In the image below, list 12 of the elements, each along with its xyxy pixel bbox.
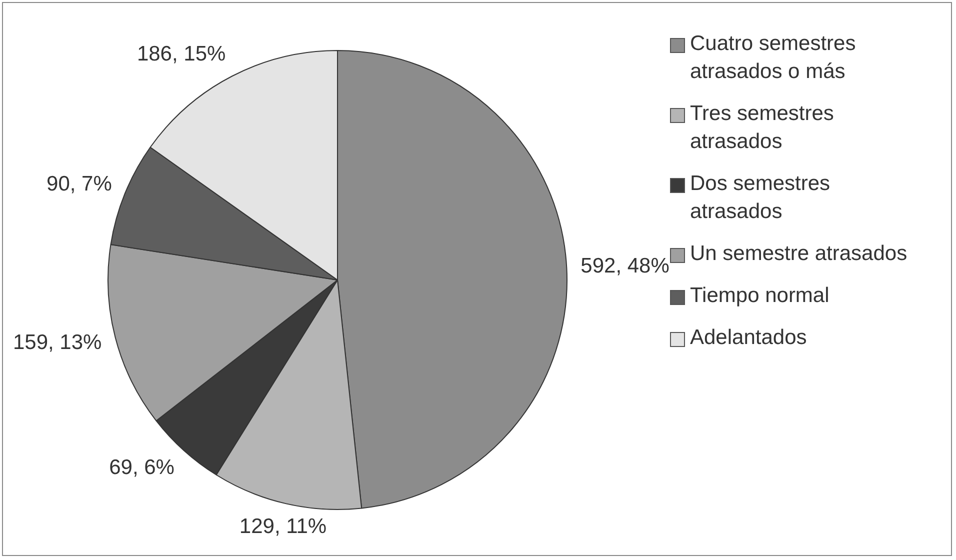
data-label: 129, 11% [239, 514, 327, 538]
data-label: 69, 6% [109, 456, 174, 480]
legend-label: Cuatro semestres atrasados o más [690, 31, 857, 85]
legend-label: Un semestre atrasados [690, 241, 908, 267]
legend-label: Dos semestres atrasados [690, 171, 832, 225]
data-label: 592, 48% [580, 254, 670, 278]
data-label: 90, 7% [46, 172, 112, 196]
data-label: 159, 13% [12, 331, 102, 354]
legend-label: Tiempo normal [690, 283, 830, 309]
legend-label: Tres semestres atrasados [690, 101, 835, 155]
legend-label: Adelantados [690, 325, 807, 351]
data-label: 186, 15% [136, 42, 226, 66]
